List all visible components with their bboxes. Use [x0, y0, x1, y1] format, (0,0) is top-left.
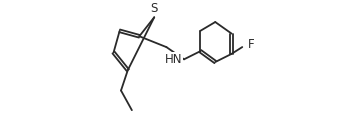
Text: HN: HN — [165, 53, 183, 66]
Text: F: F — [248, 38, 255, 51]
Text: S: S — [150, 2, 158, 15]
